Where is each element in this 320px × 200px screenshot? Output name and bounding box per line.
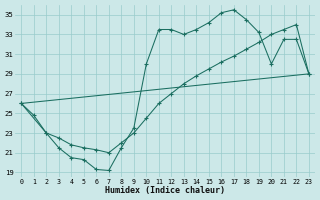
X-axis label: Humidex (Indice chaleur): Humidex (Indice chaleur)	[105, 186, 225, 195]
